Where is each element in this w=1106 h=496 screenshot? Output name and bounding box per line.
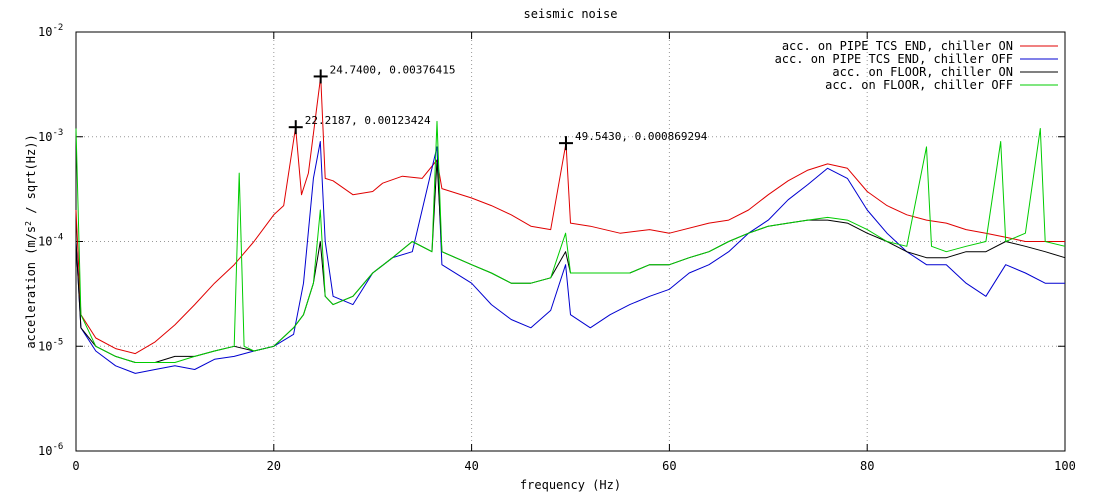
annotation-label-2: 49.5430, 0.000869294	[575, 130, 708, 143]
x-axis-label: frequency (Hz)	[520, 478, 621, 492]
series-line-3	[75, 120, 1066, 363]
annotation-label-0: 22.2187, 0.00123424	[305, 114, 431, 127]
y-tick-label: 10-5	[38, 337, 63, 353]
annotations: 22.2187, 0.00123424 24.7400, 0.00376415 49…	[288, 63, 708, 151]
legend-label-0: acc. on PIPE TCS END, chiller ON	[782, 39, 1013, 53]
legend-label-1: acc. on PIPE TCS END, chiller OFF	[775, 52, 1013, 66]
legend-label-2: acc. on FLOOR, chiller ON	[832, 65, 1013, 79]
x-tick-label: 100	[1054, 459, 1076, 473]
y-axis-label-exponent: 2	[24, 221, 33, 226]
y-axis-label-part: acceleration (m/s	[24, 226, 38, 349]
series-line-0	[75, 75, 1065, 355]
x-tick-label: 40	[464, 459, 478, 473]
y-tick-label: 10-2	[38, 23, 63, 39]
x-tick-label: 0	[72, 459, 79, 473]
y-tick-label: 10-4	[38, 233, 63, 249]
legend-label-3: acc. on FLOOR, chiller OFF	[825, 78, 1013, 92]
grid-lines	[76, 32, 1065, 451]
series-line-2	[75, 159, 1066, 363]
x-tick-label: 80	[860, 459, 874, 473]
chart-title: seismic noise	[524, 7, 618, 21]
y-tick-label: 10-6	[38, 442, 63, 458]
series-lines	[75, 75, 1066, 374]
x-tick-label: 20	[267, 459, 281, 473]
y-axis-label: acceleration (m/s2 / sqrt(Hz))	[24, 134, 39, 348]
axes: 0 20 40 60 80 100 10-6 10-5 10-4 10-3 10-2	[38, 23, 1076, 473]
x-tick-label: 60	[662, 459, 676, 473]
y-tick-label: 10-3	[38, 128, 63, 144]
y-axis-label-part: / sqrt(Hz))	[24, 134, 38, 221]
series-line-1	[75, 141, 1065, 374]
annotation-label-1: 24.7400, 0.00376415	[330, 63, 456, 76]
